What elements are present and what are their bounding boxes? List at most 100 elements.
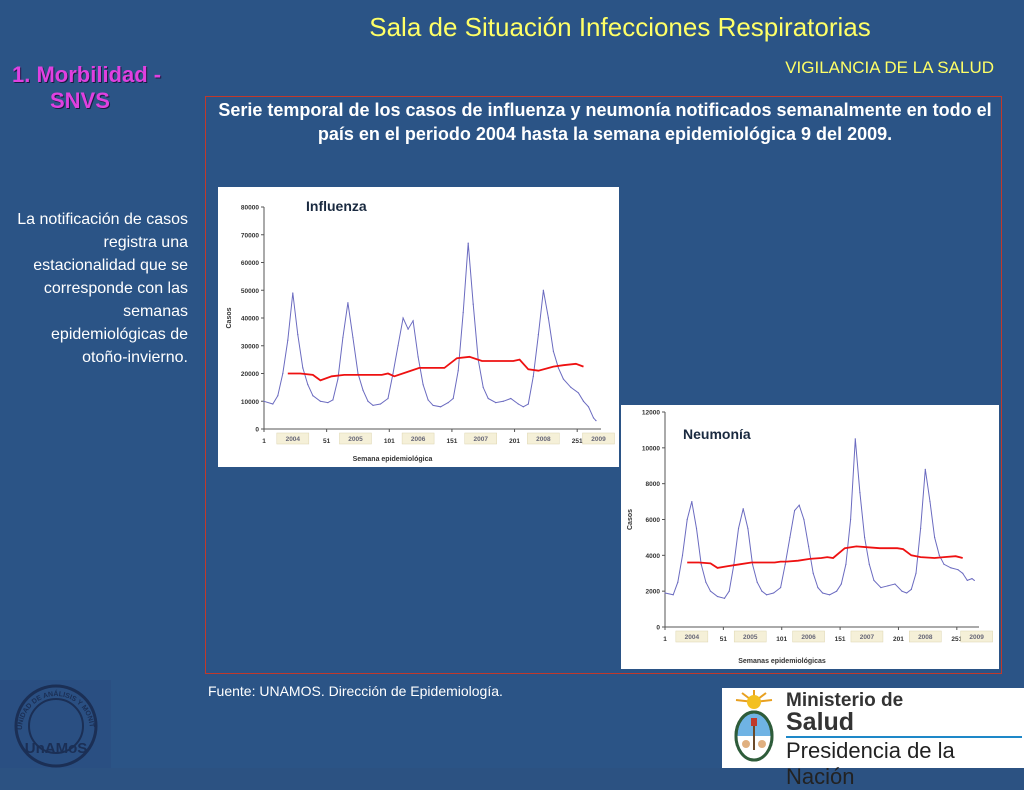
cases-point [319,400,321,402]
chart-svg-0: 0 10000 20000 30000 40000 50000 60000 70000 8000… [226,198,615,463]
cases-point [821,592,824,594]
cases-point [789,536,791,539]
cases-point [440,406,442,408]
cases-point [798,504,800,506]
cases-point [943,563,945,565]
cases-point [915,572,917,574]
cases-point [761,590,763,592]
cases-point [929,500,931,503]
cases-point [422,384,424,386]
cases-point [779,586,782,589]
cases-point [312,395,314,397]
year-label: 2008 [918,634,933,641]
cases-point [924,468,926,470]
cases-point [482,386,484,388]
x-tick-label: 251 [572,438,583,445]
x-tick-label: 51 [323,438,331,445]
cases-point [407,328,409,330]
y-tick-label: 40000 [241,316,259,323]
cases-point [592,417,595,419]
year-label-box [909,630,942,643]
cases-point [966,579,968,582]
cases-point [859,492,861,494]
cases-point [723,597,726,599]
year-label-box [339,432,372,445]
cases-point [517,403,519,405]
cases-point [807,545,810,547]
year-label: 2009 [591,436,606,443]
x-tick-label: 1 [663,636,667,643]
cases-point [337,378,339,380]
cases-point [582,400,585,402]
cases-series-line [664,438,975,599]
cases-point [950,567,952,569]
year-label: 2005 [743,634,758,641]
cases-point [557,367,560,369]
cases-point [756,581,758,583]
cases-point [263,400,265,402]
x-tick-label: 151 [835,636,846,643]
year-label-box [582,432,615,445]
cases-point [957,569,959,571]
cases-point [700,563,702,565]
cases-point [307,384,309,386]
x-tick-label: 51 [720,636,728,643]
section-heading-line2: SNVS [50,88,110,113]
cases-point [686,518,688,521]
y-axis-label: Casos [627,509,634,530]
cases-point [938,554,940,556]
cases-point [372,404,374,407]
trend-line [687,545,963,569]
y-tick-label: 70000 [241,232,259,239]
year-label-box [675,630,709,643]
cases-point [527,403,529,405]
influenza-chart: 0 10000 20000 30000 40000 50000 60000 70000 8000… [218,187,619,467]
x-tick-label: 251 [951,636,962,643]
cases-point [812,572,814,574]
cases-point [302,367,304,369]
cases-point [457,370,459,372]
cases-point [595,420,597,422]
cases-point [887,585,889,587]
cases-point [716,595,719,598]
cases-point [817,586,819,589]
cases-point [803,518,805,521]
year-label: 2004 [286,436,301,443]
coat-of-arms-icon [734,690,774,762]
cases-point [412,320,414,322]
y-tick-label: 8000 [646,481,661,488]
cases-point [432,404,434,407]
chart-title: Neumonía [683,426,751,442]
logo-divider [786,736,1022,738]
cases-point [427,399,429,401]
cases-point [901,590,903,592]
cases-point [784,563,786,565]
cases-point [910,588,912,590]
cases-point [522,406,524,408]
year-label: 2009 [969,634,984,641]
cases-point [502,400,504,402]
logo-line-presidencia: Presidencia de la Nación [786,738,955,789]
cases-point [772,592,775,594]
chart-heading: Serie temporal de los casos de influenza… [218,100,992,144]
cases-point [379,403,382,405]
y-tick-label: 12000 [642,410,660,417]
cases-point [367,400,369,402]
unamos-logo: UNIDAD DE ANÁLISIS Y MONITOREO DE LA SAL… [0,675,111,768]
year-label-box [960,630,993,643]
x-axis-label: Semana epidemiológica [353,456,433,463]
cases-point [742,508,744,510]
year-label-box [850,630,884,643]
cases-point [793,509,796,512]
description-text: La notificación de casos registra una es… [17,211,188,366]
cases-point [747,527,749,530]
cases-point [552,350,554,352]
y-tick-label: 6000 [646,517,661,524]
ministerio-salud-logo: Ministerio de Salud Presidencia de la Na… [722,688,1024,789]
y-tick-label: 2000 [646,589,661,596]
y-tick-label: 0 [656,625,660,632]
cases-point [462,311,464,314]
cases-point [542,289,544,291]
cases-point [672,594,674,596]
cases-point [828,594,831,596]
